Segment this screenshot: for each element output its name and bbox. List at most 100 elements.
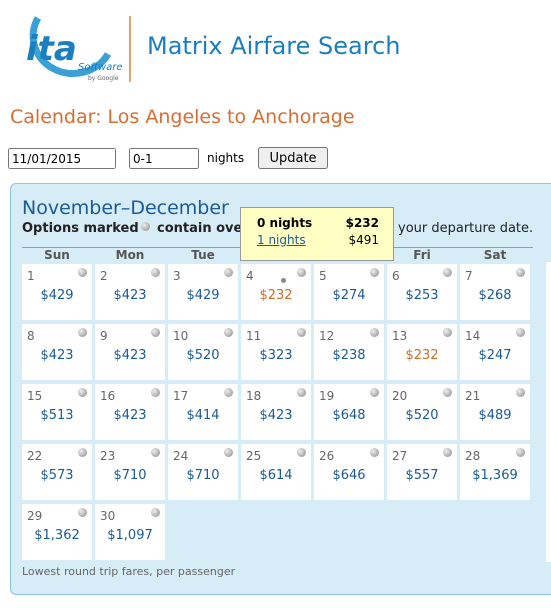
fare-price[interactable]: $268	[478, 288, 512, 303]
day-number: 14	[465, 329, 481, 343]
fare-price[interactable]: $646	[332, 468, 366, 483]
fare-price[interactable]: $423	[259, 408, 293, 423]
day-cell[interactable]: 3 $429	[168, 264, 238, 320]
fare-price[interactable]: $520	[405, 408, 439, 423]
day-cell[interactable]: 1 $429	[22, 264, 92, 320]
overnight-icon	[78, 328, 87, 337]
overnight-icon	[297, 328, 306, 337]
fare-price[interactable]: $557	[405, 468, 439, 483]
day-cell[interactable]: 21 $489	[460, 384, 530, 440]
fare-price[interactable]: $1,097	[107, 528, 153, 543]
fare-price[interactable]: $1,362	[34, 528, 80, 543]
day-cell[interactable]: 14 $247	[460, 324, 530, 380]
fare-price[interactable]: $232	[405, 348, 439, 363]
fare-price[interactable]: $710	[186, 468, 220, 483]
tooltip-nights[interactable]: 1 nights	[257, 233, 306, 247]
day-cell[interactable]: 25 $614	[241, 444, 311, 500]
fare-price[interactable]: $423	[113, 348, 147, 363]
fare-price[interactable]: $232	[259, 288, 293, 303]
fare-price[interactable]: $1,369	[472, 468, 518, 483]
fare-price[interactable]: $423	[113, 408, 147, 423]
day-cell[interactable]: 4 $232	[241, 264, 311, 320]
legend-icon	[141, 222, 150, 231]
day-cell[interactable]: 13 $232	[387, 324, 457, 380]
logo-swoosh	[29, 16, 112, 78]
day-number: 2	[100, 269, 108, 283]
fare-price[interactable]: $429	[40, 288, 74, 303]
date-input[interactable]	[8, 148, 116, 169]
day-number: 30	[100, 509, 116, 523]
overnight-icon	[224, 388, 233, 397]
nights-input[interactable]	[129, 148, 199, 169]
day-cell[interactable]: 11 $323	[241, 324, 311, 380]
overnight-icon	[78, 508, 87, 517]
day-cell[interactable]: 23 $710	[95, 444, 165, 500]
fare-price[interactable]: $614	[259, 468, 293, 483]
day-cell[interactable]: 9 $423	[95, 324, 165, 380]
fare-price[interactable]: $429	[186, 288, 220, 303]
overnight-icon	[224, 328, 233, 337]
app-title: Matrix Airfare Search	[147, 32, 401, 60]
day-number: 10	[173, 329, 189, 343]
day-cell[interactable]: 28 $1,369	[460, 444, 530, 500]
day-cell[interactable]: 26 $646	[314, 444, 384, 500]
day-cell[interactable]: 22 $573	[22, 444, 92, 500]
fare-price[interactable]: $238	[332, 348, 366, 363]
day-cell[interactable]: 8 $423	[22, 324, 92, 380]
calendar-footer: Lowest round trip fares, per passenger	[22, 565, 236, 578]
tooltip-nights: 0 nights	[257, 216, 313, 230]
day-cell[interactable]: 17 $414	[168, 384, 238, 440]
overnight-icon	[297, 268, 306, 277]
overnight-icon	[78, 388, 87, 397]
fare-price[interactable]: $414	[186, 408, 220, 423]
overnight-icon	[151, 508, 160, 517]
fare-price[interactable]: $710	[113, 468, 147, 483]
day-number: 25	[246, 449, 262, 463]
day-cell[interactable]: 19 $648	[314, 384, 384, 440]
day-number: 8	[27, 329, 35, 343]
overnight-icon	[224, 268, 233, 277]
day-cell[interactable]: 27 $557	[387, 444, 457, 500]
day-number: 6	[392, 269, 400, 283]
day-cell[interactable]: 30 $1,097	[95, 504, 165, 560]
day-cell[interactable]: 6 $253	[387, 264, 457, 320]
day-number: 20	[392, 389, 408, 403]
fare-price[interactable]: $253	[405, 288, 439, 303]
fare-price[interactable]: $247	[478, 348, 512, 363]
fare-price[interactable]: $423	[40, 348, 74, 363]
overnight-icon	[370, 448, 379, 457]
day-number: 26	[319, 449, 335, 463]
day-cell[interactable]: 24 $710	[168, 444, 238, 500]
overnight-icon	[370, 328, 379, 337]
fare-price[interactable]: $489	[478, 408, 512, 423]
day-cell[interactable]: 12 $238	[314, 324, 384, 380]
fare-price[interactable]: $573	[40, 468, 74, 483]
fare-price[interactable]: $423	[113, 288, 147, 303]
day-cell[interactable]: 20 $520	[387, 384, 457, 440]
day-cell[interactable]: 5 $274	[314, 264, 384, 320]
overnight-icon	[516, 388, 525, 397]
fare-price[interactable]: $274	[332, 288, 366, 303]
day-number: 19	[319, 389, 335, 403]
divider	[129, 16, 131, 82]
overnight-icon	[370, 268, 379, 277]
nights-label: nights	[207, 151, 245, 165]
day-cell[interactable]: 16 $423	[95, 384, 165, 440]
fare-price[interactable]: $648	[332, 408, 366, 423]
fare-price[interactable]: $520	[186, 348, 220, 363]
fare-price[interactable]: $323	[259, 348, 293, 363]
day-cell[interactable]: 18 $423	[241, 384, 311, 440]
day-cell[interactable]: 2 $423	[95, 264, 165, 320]
overnight-icon	[443, 268, 452, 277]
day-number: 9	[100, 329, 108, 343]
day-number: 23	[100, 449, 116, 463]
logo-text: ita	[26, 29, 77, 69]
day-cell[interactable]: 29 $1,362	[22, 504, 92, 560]
day-number: 13	[392, 329, 408, 343]
day-cell[interactable]: 15 $513	[22, 384, 92, 440]
day-cell[interactable]: 10 $520	[168, 324, 238, 380]
update-button[interactable]: Update	[258, 147, 328, 169]
day-cell[interactable]: 7 $268	[460, 264, 530, 320]
next-month-edge	[546, 262, 551, 562]
fare-price[interactable]: $513	[40, 408, 74, 423]
